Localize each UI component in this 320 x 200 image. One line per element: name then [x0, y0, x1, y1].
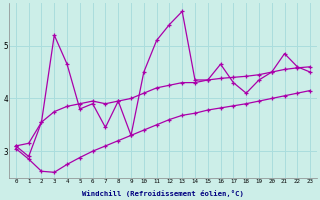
X-axis label: Windchill (Refroidissement éolien,°C): Windchill (Refroidissement éolien,°C)	[82, 190, 244, 197]
